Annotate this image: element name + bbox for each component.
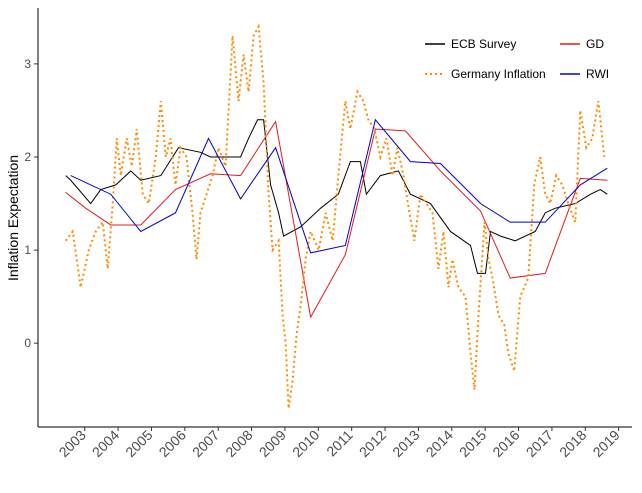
legend-label: ECB Survey <box>451 37 516 51</box>
y-tick-label: 1 <box>24 243 31 257</box>
series-line <box>65 120 608 319</box>
x-tick-label: 2014 <box>423 427 456 460</box>
x-tick-label: 2009 <box>256 427 289 460</box>
x-tick-label: 2015 <box>456 427 489 460</box>
x-tick-label: 2012 <box>356 427 389 460</box>
x-tick-label: 2008 <box>222 427 255 460</box>
y-tick-label: 2 <box>24 150 31 164</box>
x-tick-label: 2007 <box>189 427 222 460</box>
x-tick-label: 2013 <box>389 427 422 460</box>
x-tick-label: 2010 <box>289 427 322 460</box>
x-tick-label: 2018 <box>556 427 589 460</box>
x-tick-label: 2017 <box>523 427 556 460</box>
x-tick-label: 2005 <box>122 427 155 460</box>
x-tick-label: 2004 <box>89 427 122 460</box>
x-tick-label: 2016 <box>489 427 522 460</box>
y-tick-label: 0 <box>24 336 31 350</box>
x-tick-label: 2006 <box>156 427 189 460</box>
legend-label: GD <box>586 37 604 51</box>
legend-label: RWI <box>586 67 609 81</box>
y-axis-label: Inflation Expectation <box>5 155 21 281</box>
series-line <box>64 23 606 409</box>
legend-label: Germany Inflation <box>451 67 546 81</box>
x-tick-label: 2011 <box>323 427 356 460</box>
series-line <box>70 118 608 254</box>
y-tick-label: 3 <box>24 57 31 71</box>
series-line <box>65 119 608 274</box>
x-tick-label: 2019 <box>589 427 622 460</box>
x-tick-label: 2003 <box>55 427 88 460</box>
